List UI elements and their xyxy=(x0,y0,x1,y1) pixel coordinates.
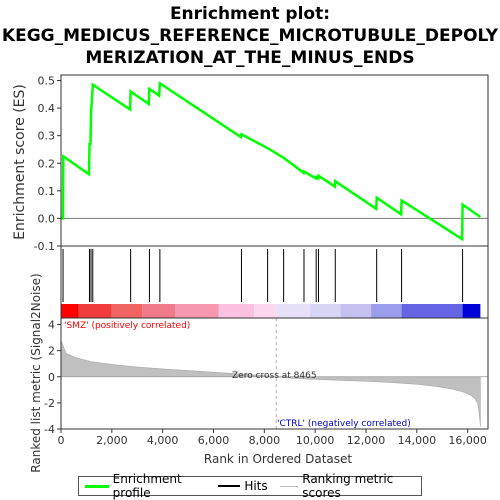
metric-axis-label: Ranked list metric (Signal2Noise) xyxy=(29,273,43,472)
plot-title-line-1: Enrichment plot: xyxy=(170,4,330,24)
color-bar-segment xyxy=(142,304,176,318)
color-bar-segment xyxy=(78,304,112,318)
color-bar-segment xyxy=(218,304,255,318)
color-bar-segment xyxy=(462,304,481,318)
hits-panel xyxy=(62,249,464,302)
es-tick-label: 0.2 xyxy=(38,157,56,170)
metric-tick-label: -2 xyxy=(44,397,55,410)
es-tick-label: 0.4 xyxy=(38,102,56,115)
metric-area xyxy=(60,340,481,427)
legend-hits-label: Hits xyxy=(244,479,268,493)
color-bar-segment xyxy=(340,304,372,318)
legend-item-hits: Hits xyxy=(218,479,268,493)
metric-tick-label: 0 xyxy=(48,371,55,384)
es-axis-label: Enrichment score (ES) xyxy=(12,84,28,240)
es-tick-label: -0.1 xyxy=(34,240,55,253)
ranking-color-bar xyxy=(61,304,481,318)
metric-tick-label: 2 xyxy=(48,345,55,358)
es-tick-label: 0.0 xyxy=(38,212,56,225)
metric-panel xyxy=(60,318,488,429)
metric-line-icon xyxy=(279,485,299,487)
x-axis-label: Rank in Ordered Dataset xyxy=(204,452,352,466)
profile-line-icon xyxy=(85,484,109,488)
x-tick-label: 6,000 xyxy=(198,434,230,447)
axes: -0.1 0.0 0.1 0.2 0.3 0.4 0.5 -4 -2 0 2 4 0 2,000 4,000… xyxy=(34,74,489,447)
x-tick-label: 10,000 xyxy=(296,434,335,447)
color-bar-segment xyxy=(401,304,463,318)
color-bar-segment xyxy=(61,304,79,318)
metric-frame xyxy=(60,317,489,430)
hits-line-icon xyxy=(218,485,241,487)
x-tick-label: 14,000 xyxy=(398,434,437,447)
legend-profile-label: Enrichment profile xyxy=(112,472,182,500)
plot-title-line-3: MERIZATION_AT_THE_MINUS_ENDS xyxy=(85,48,414,68)
x-tick-label: 16,000 xyxy=(448,434,487,447)
color-bar-segment xyxy=(310,304,341,318)
x-tick-label: 8,000 xyxy=(249,434,281,447)
x-tick-label: 12,000 xyxy=(347,434,386,447)
color-bar-segment xyxy=(111,304,143,318)
color-bar-segment xyxy=(254,304,277,318)
metric-tick-label: -4 xyxy=(44,423,55,436)
metric-tick-label: 4 xyxy=(48,319,55,332)
legend: Enrichment profile Hits Ranking metric s… xyxy=(78,472,422,500)
legend-metric-label: Ranking metric scores xyxy=(302,472,394,500)
negative-correlation-label: 'CTRL' (negatively correlated) xyxy=(277,419,411,429)
x-tick-label: 4,000 xyxy=(147,434,179,447)
color-bar-segment xyxy=(276,304,311,318)
enrichment-profile-line xyxy=(61,81,482,242)
zero-cross-label: Zero cross at 8465 xyxy=(232,371,317,381)
color-bar-segment xyxy=(175,304,219,318)
es-tick-label: 0.3 xyxy=(38,130,56,143)
color-bar-segment xyxy=(371,304,402,318)
plot-title-line-2: KEGG_MEDICUS_REFERENCE_MICROTUBULE_DEPOL… xyxy=(2,26,499,46)
legend-item-metric: Ranking metric scores xyxy=(279,472,415,500)
positive-correlation-label: 'SMZ' (positively correlated) xyxy=(64,321,190,331)
es-tick-label: 0.1 xyxy=(38,185,56,198)
es-frame xyxy=(60,74,489,247)
es-tick-label: 0.5 xyxy=(38,75,56,88)
legend-item-profile: Enrichment profile xyxy=(85,472,206,500)
x-tick-label: 0 xyxy=(58,434,65,447)
x-tick-label: 2,000 xyxy=(96,434,128,447)
es-panel xyxy=(61,81,488,242)
